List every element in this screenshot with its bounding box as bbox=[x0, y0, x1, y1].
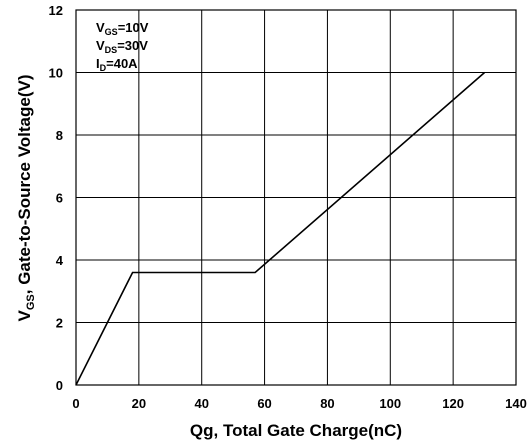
x-tick-labels: 0 20 40 60 80 100 120 140 bbox=[72, 396, 526, 411]
x-tick-label: 120 bbox=[442, 396, 464, 411]
y-tick-label: 10 bbox=[49, 66, 63, 81]
annotation-id-sub: D bbox=[100, 63, 107, 73]
x-tick-label: 40 bbox=[194, 396, 208, 411]
y-tick-label: 6 bbox=[56, 191, 63, 206]
x-tick-label: 140 bbox=[505, 396, 527, 411]
y-tick-label: 12 bbox=[49, 3, 63, 18]
x-axis-title: Qg, Total Gate Charge(nC) bbox=[190, 421, 402, 440]
x-tick-label: 80 bbox=[320, 396, 334, 411]
annotation-id-rest: =40A bbox=[106, 56, 138, 71]
annotation-vgs-rest: =10V bbox=[118, 20, 149, 35]
x-tick-label: 60 bbox=[257, 396, 271, 411]
y-tick-label: 0 bbox=[56, 378, 63, 393]
y-axis-title-rest: , Gate-to-Source Voltage(V) bbox=[15, 74, 34, 294]
y-tick-label: 2 bbox=[56, 316, 63, 331]
y-axis-title-main: V bbox=[15, 310, 34, 322]
annotation-vds-sub: DS bbox=[105, 45, 118, 55]
conditions-annotation: VGS=10V VDS=30V ID=40A bbox=[96, 20, 149, 73]
plot-frame bbox=[75, 9, 517, 386]
annotation-vgs-main: V bbox=[96, 20, 105, 35]
annotation-id-main: I bbox=[96, 56, 100, 71]
y-tick-label: 4 bbox=[56, 253, 64, 268]
y-axis-title-sub: GS bbox=[25, 294, 37, 310]
annotation-id: ID=40A bbox=[96, 56, 138, 73]
annotation-vgs-sub: GS bbox=[105, 27, 118, 37]
annotation-vds: VDS=30V bbox=[96, 38, 148, 55]
series-lines bbox=[75, 71, 486, 386]
x-tick-label: 0 bbox=[72, 396, 79, 411]
annotation-vds-main: V bbox=[96, 38, 105, 53]
y-axis-title: VGS, Gate-to-Source Voltage(V) bbox=[15, 74, 37, 321]
x-tick-label: 20 bbox=[132, 396, 146, 411]
y-tick-label: 8 bbox=[56, 128, 63, 143]
series-line bbox=[75, 71, 486, 386]
x-tick-label: 100 bbox=[379, 396, 401, 411]
annotation-vgs: VGS=10V bbox=[96, 20, 149, 37]
y-tick-labels: 0 2 4 6 8 10 12 bbox=[49, 3, 64, 393]
annotation-vds-rest: =30V bbox=[117, 38, 148, 53]
